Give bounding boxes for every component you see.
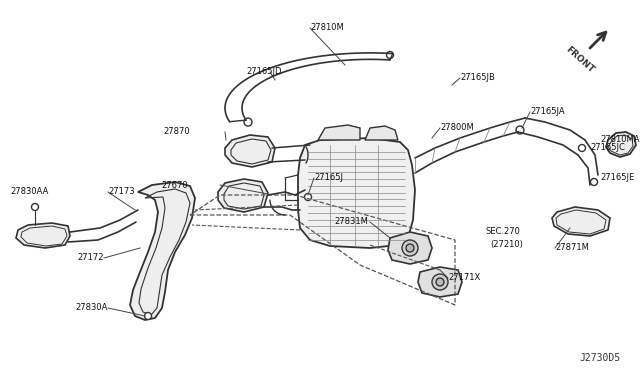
Text: 27165JE: 27165JE <box>600 173 634 183</box>
Polygon shape <box>552 207 610 236</box>
Text: 27670: 27670 <box>161 180 188 189</box>
Text: 27172: 27172 <box>77 253 104 263</box>
Polygon shape <box>130 182 195 320</box>
Text: FRONT: FRONT <box>564 45 596 75</box>
Circle shape <box>432 274 448 290</box>
Text: 27171X: 27171X <box>448 273 480 282</box>
Polygon shape <box>318 125 360 140</box>
Text: 27800M: 27800M <box>440 124 474 132</box>
Text: J2730D5: J2730D5 <box>579 353 621 363</box>
Polygon shape <box>298 138 415 248</box>
Text: 27830A: 27830A <box>76 304 108 312</box>
Text: 27173: 27173 <box>108 187 134 196</box>
Circle shape <box>591 179 598 186</box>
Text: 27165JB: 27165JB <box>460 74 495 83</box>
Text: 27870: 27870 <box>163 128 190 137</box>
Polygon shape <box>365 126 398 140</box>
Circle shape <box>31 203 38 211</box>
Polygon shape <box>418 267 462 297</box>
Text: 27830AA: 27830AA <box>10 187 49 196</box>
Polygon shape <box>16 223 70 248</box>
Text: 27810M: 27810M <box>310 23 344 32</box>
Polygon shape <box>388 232 432 264</box>
Circle shape <box>305 193 312 201</box>
Text: 27165JA: 27165JA <box>530 108 564 116</box>
Text: 27165J: 27165J <box>314 173 343 183</box>
Text: (27210): (27210) <box>490 240 523 248</box>
Circle shape <box>436 278 444 286</box>
Text: 27165JC: 27165JC <box>590 144 625 153</box>
Text: 27810MA: 27810MA <box>600 135 639 144</box>
Polygon shape <box>606 132 636 157</box>
Polygon shape <box>218 179 268 212</box>
Text: 27165JD: 27165JD <box>246 67 282 77</box>
Polygon shape <box>225 135 275 167</box>
Circle shape <box>244 118 252 126</box>
Text: 27871M: 27871M <box>555 244 589 253</box>
Text: 27831M: 27831M <box>334 218 368 227</box>
Text: SEC.270: SEC.270 <box>486 228 521 237</box>
Circle shape <box>387 51 394 58</box>
Circle shape <box>406 244 414 252</box>
Circle shape <box>579 144 586 151</box>
Circle shape <box>145 312 152 320</box>
Circle shape <box>402 240 418 256</box>
Circle shape <box>516 126 524 134</box>
